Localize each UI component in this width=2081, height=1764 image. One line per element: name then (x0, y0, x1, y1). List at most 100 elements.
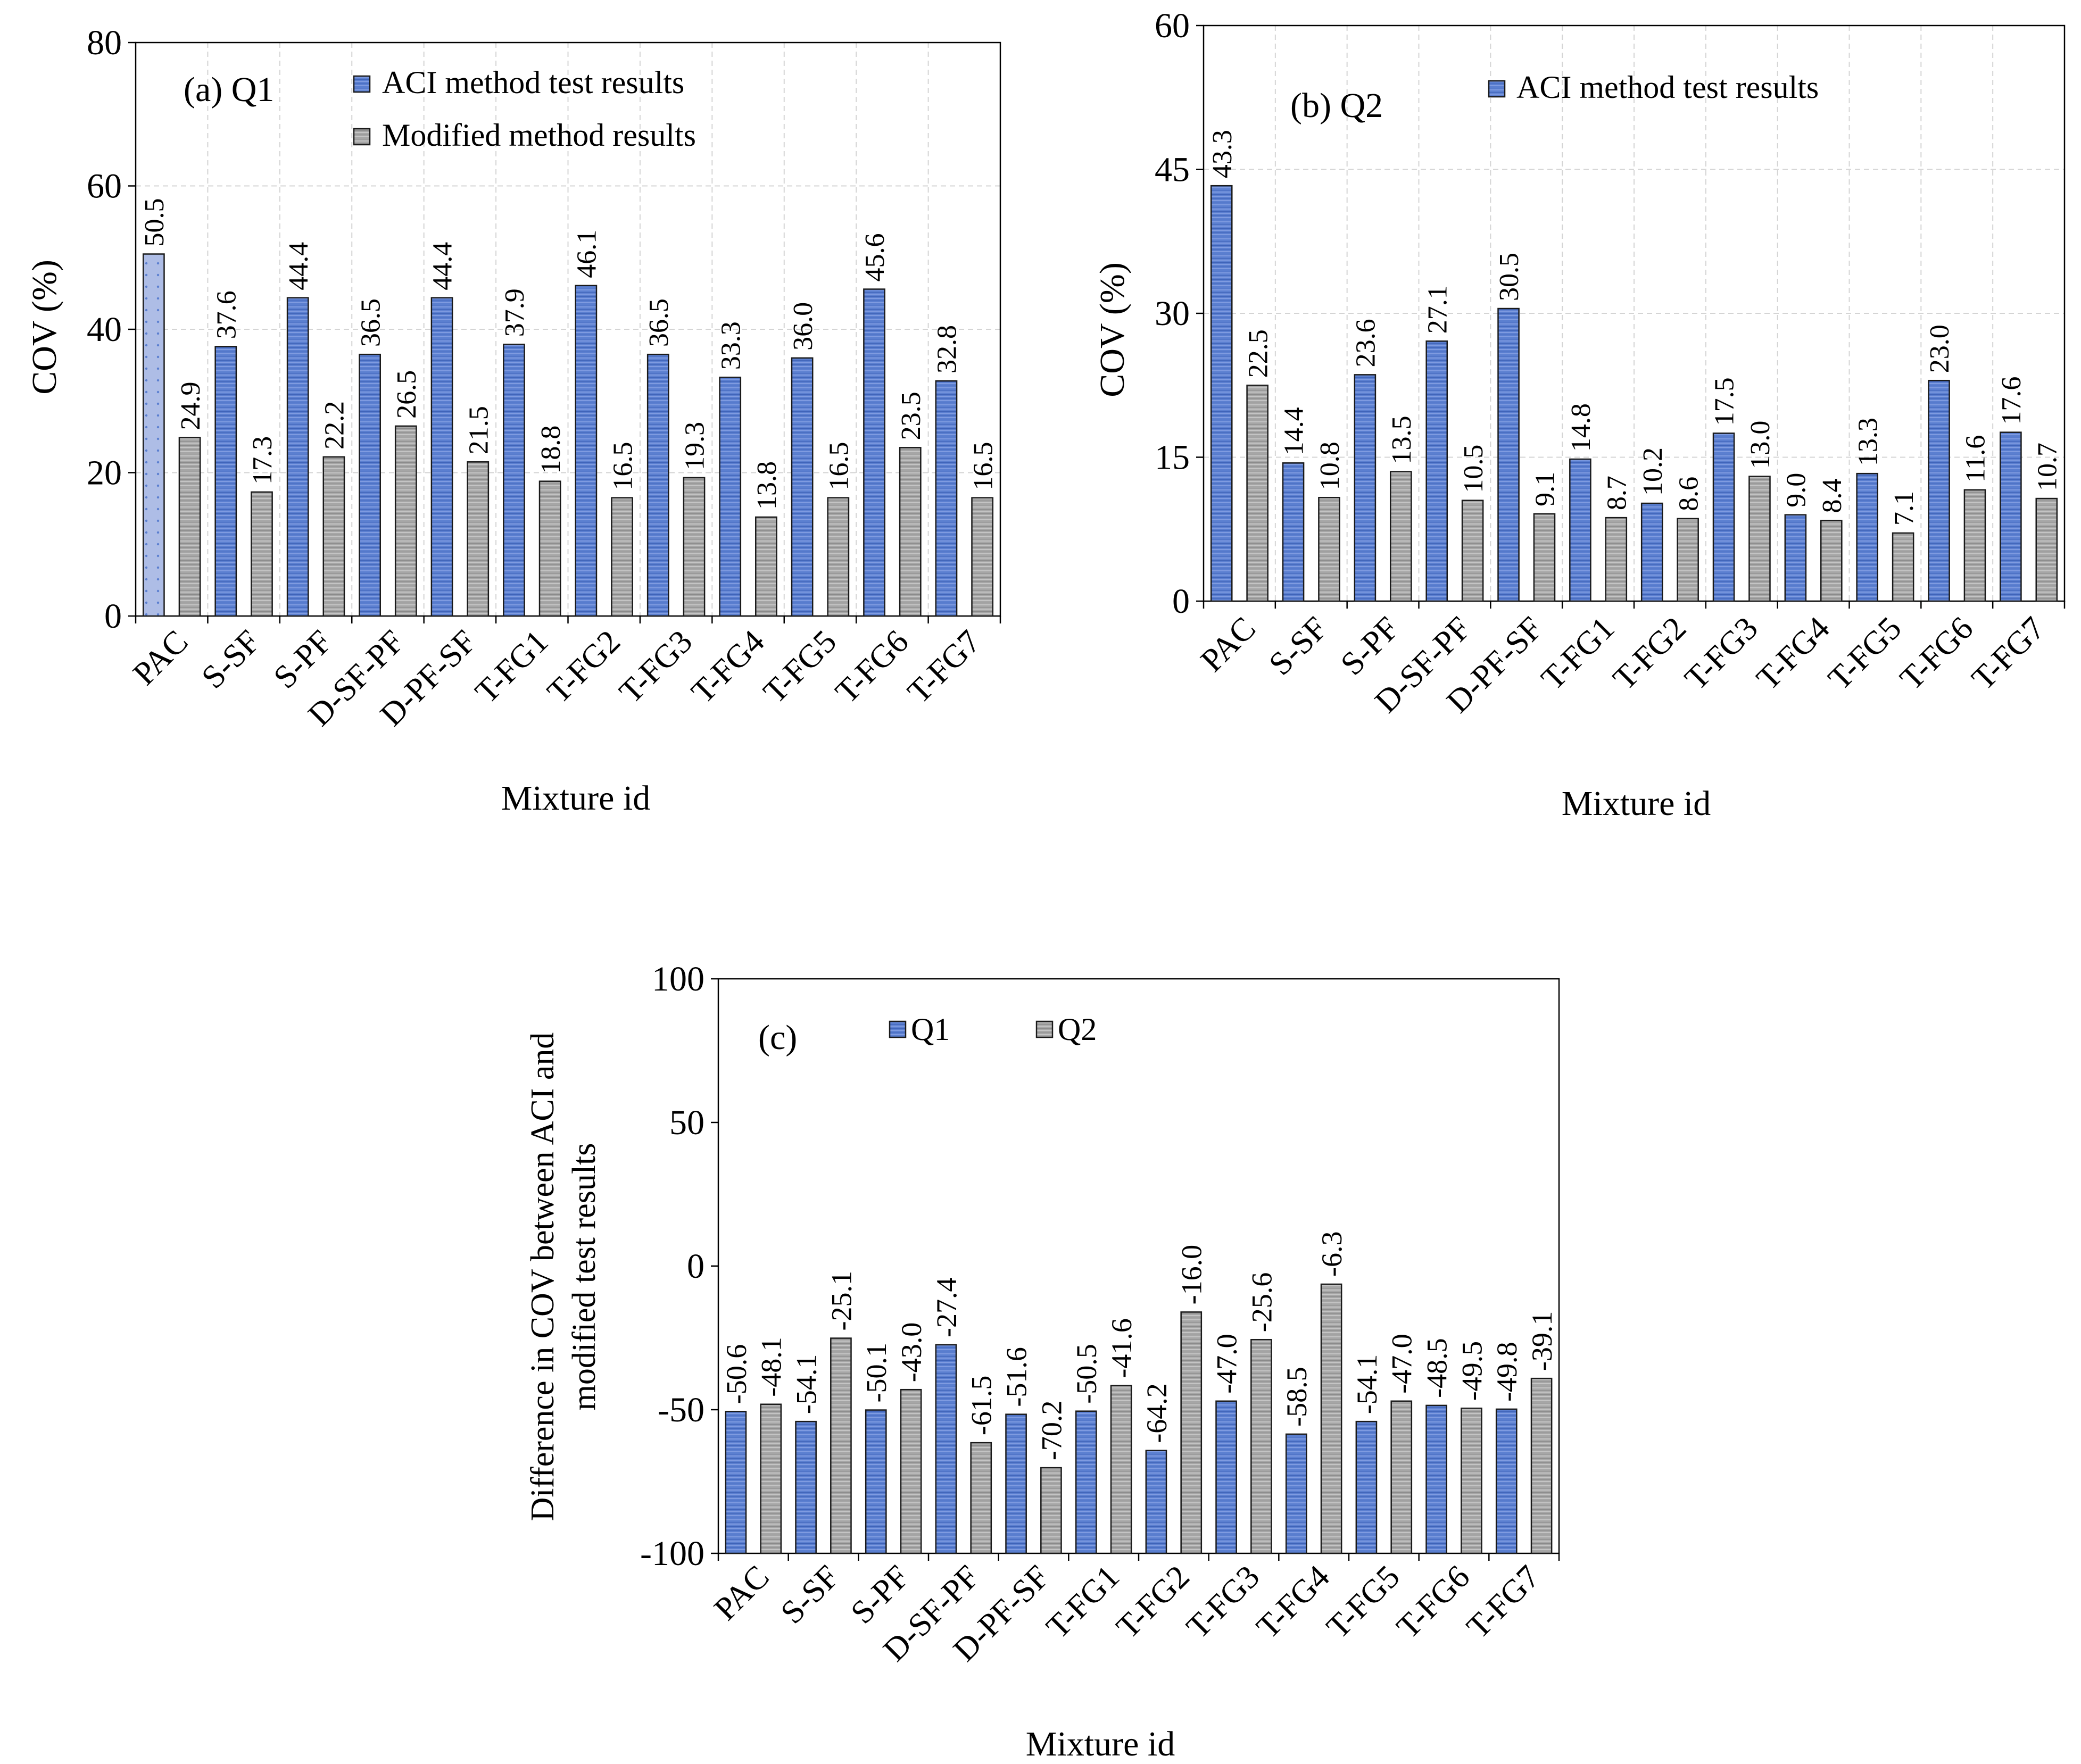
panel-a-q1-chart: (a) Q1 ACI method test results Modified … (25, 23, 1001, 818)
panel-a-bar-s1-t-fg4 (719, 377, 742, 617)
panel-c-bar-s1-t-fg7 (1495, 1408, 1518, 1554)
panel-a-bar-s2-t-fg1 (538, 480, 561, 617)
panel-c-difference-chart: (c) Q1 Q2 Difference in COV between ACI … (525, 960, 1560, 1763)
panel-b-category-label: T-FG2 (1606, 610, 1693, 697)
panel-a-value-label: 46.1 (572, 230, 602, 278)
panel-c-value-label: -49.5 (1456, 1341, 1488, 1401)
panel-c-legend-q1-label: Q1 (911, 1012, 950, 1047)
panel-c-bar-s2-t-fg5 (1390, 1400, 1413, 1554)
panel-a-ytick-label: 80 (87, 23, 122, 62)
panel-b-value-label: 8.4 (1817, 479, 1847, 513)
panel-a-bar-s1-d-sf-pf (359, 353, 381, 617)
panel-c-value-label: -58.5 (1281, 1367, 1313, 1426)
panel-b-value-label: 30.5 (1494, 253, 1524, 301)
panel-c-legend-q2-label: Q2 (1058, 1012, 1097, 1047)
panel-b-value-label: 17.5 (1710, 377, 1740, 426)
panel-b-bar-s1-s-sf (1282, 462, 1305, 602)
panel-c-bar-s2-t-fg6 (1461, 1408, 1482, 1554)
panel-c-category-label: T-FG3 (1180, 1559, 1266, 1645)
panel-a-title: (a) Q1 (184, 70, 274, 109)
panel-c-bar-s1-s-sf (795, 1420, 817, 1554)
panel-c-category-label: T-FG4 (1250, 1559, 1337, 1645)
panel-a-value-label: 22.2 (320, 401, 350, 450)
panel-a-bar-s2-d-sf-pf (394, 425, 417, 617)
panel-a-value-label: 45.6 (860, 234, 890, 282)
panel-b-value-label: 13.5 (1387, 416, 1417, 464)
panel-c-category-label: T-FG2 (1109, 1559, 1196, 1645)
panel-a-value-label: 19.3 (680, 422, 710, 470)
panel-b-value-label: 27.1 (1422, 285, 1453, 334)
panel-a-bar-s2-t-fg4 (755, 516, 777, 617)
panel-b-category-label: T-FG5 (1821, 610, 1908, 697)
panel-b-bar-s2-t-fg2 (1677, 518, 1699, 602)
panel-b-value-label: 7.1 (1889, 491, 1919, 526)
panel-b-value-label: 10.5 (1458, 445, 1489, 493)
panel-a-bar-s2-t-fg6 (899, 447, 922, 617)
panel-c-bar-s2-t-fg2 (1180, 1311, 1203, 1554)
panel-c-bar-s1-t-fg6 (1425, 1404, 1447, 1554)
panel-a-x-axis-title: Mixture id (501, 779, 650, 818)
panel-c-title: (c) (758, 1018, 797, 1057)
panel-b-bar-s1-t-fg7 (2000, 431, 2022, 602)
panel-c-bar-s2-s-sf (830, 1337, 852, 1554)
panel-a-ytick-label: 60 (87, 167, 122, 206)
panel-a-category-label: PAC (126, 623, 195, 692)
panel-c-value-label: -54.1 (790, 1354, 822, 1414)
panel-a-ytick-label: 0 (104, 597, 122, 636)
panel-b-q2-chart: (b) Q2 ACI method test results COV (%) M… (1093, 6, 2066, 823)
panel-b-value-label: 13.0 (1745, 421, 1776, 469)
panel-c-bar-s1-t-fg5 (1355, 1420, 1378, 1554)
panel-a-legend-modified-label: Modified method results (382, 118, 696, 153)
panel-a-value-label: 36.5 (644, 298, 674, 347)
panel-a-value-label: 44.4 (428, 242, 458, 290)
panel-a-bar-s1-t-fg1 (503, 344, 525, 617)
panel-c-bar-s2-t-fg3 (1250, 1338, 1272, 1554)
panel-c-category-label: PAC (707, 1559, 776, 1627)
panel-c-value-label: -39.1 (1526, 1311, 1558, 1371)
panel-c-axes (711, 978, 1560, 1561)
panel-b-ytick-label: 0 (1172, 582, 1190, 621)
panel-b-value-label: 14.4 (1279, 407, 1309, 455)
panel-a-value-label: 36.5 (355, 298, 386, 347)
panel-a-ytick-label: 20 (87, 454, 122, 493)
panel-a-y-axis-title: COV (%) (25, 260, 64, 395)
panel-b-value-label: 8.7 (1602, 476, 1632, 510)
panel-c-bar-s2-t-fg4 (1320, 1283, 1342, 1554)
panel-a-category-label: T-FG3 (612, 623, 699, 710)
panel-c-bar-s2-pac (760, 1403, 782, 1554)
panel-c-bar-s2-t-fg1 (1110, 1385, 1132, 1554)
panel-b-bar-s2-s-sf (1318, 496, 1340, 602)
panel-b-bar-s2-t-fg7 (2035, 497, 2058, 602)
panel-a-value-label: 21.5 (463, 406, 494, 454)
panel-b-category-label: T-FG3 (1678, 610, 1764, 697)
panel-c-value-label: -25.1 (825, 1271, 857, 1330)
panel-c-ytick-label: 50 (669, 1103, 704, 1142)
panel-a-legend-modified-swatch (353, 128, 371, 146)
panel-c-x-axis-title: Mixture id (1026, 1725, 1175, 1763)
panel-b-bar-s1-s-pf (1354, 374, 1377, 602)
panel-c-category-label: T-FG1 (1040, 1559, 1126, 1645)
panel-b-bar-s2-t-fg1 (1605, 517, 1628, 602)
panel-c-y-axis-title-line1: Difference in COV between ACI and (525, 1033, 561, 1521)
panel-c-value-label: -50.1 (860, 1343, 892, 1402)
panel-a-value-label: 37.9 (500, 288, 530, 337)
panel-c-ytick-label: 100 (652, 960, 704, 999)
panel-c-bar-s2-d-pf-sf (1040, 1467, 1062, 1554)
panel-a-ytick-label: 40 (87, 310, 122, 349)
panel-b-bar-s2-t-fg6 (1963, 489, 1986, 602)
panel-c-bar-s1-t-fg1 (1075, 1410, 1097, 1554)
panel-b-category-label: T-FG1 (1535, 610, 1621, 697)
panel-a-value-label: 16.5 (608, 442, 638, 490)
panel-c-bar-s2-s-pf (900, 1388, 922, 1554)
panel-c-category-label: T-FG7 (1460, 1559, 1547, 1645)
panel-b-bar-s2-t-fg3 (1748, 476, 1771, 602)
panel-a-legend-aci-label: ACI method test results (382, 65, 684, 100)
panel-a-value-label: 33.3 (716, 321, 746, 370)
panel-a-value-label: 37.6 (211, 290, 242, 339)
panel-a-bar-s1-t-fg7 (935, 380, 958, 617)
panel-c-bar-s1-t-fg3 (1215, 1400, 1237, 1554)
panel-b-bar-s1-t-fg2 (1640, 502, 1663, 602)
panel-a-bar-s2-t-fg3 (683, 477, 706, 617)
panel-b-value-label: 9.1 (1530, 472, 1561, 506)
panel-a-category-label: T-FG4 (684, 623, 771, 710)
